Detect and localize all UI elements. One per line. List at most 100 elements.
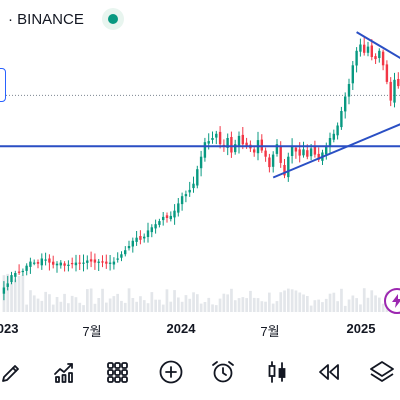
candle-body <box>340 111 343 128</box>
volume-bar <box>40 300 44 312</box>
candle-body <box>162 216 165 221</box>
volume-bar <box>146 303 150 312</box>
volume-bar <box>302 294 305 312</box>
volume-bar <box>161 304 165 312</box>
candle-body <box>234 144 237 153</box>
candle-body <box>40 258 43 266</box>
candle-body <box>70 263 74 265</box>
chart-area[interactable] <box>0 0 400 345</box>
volume-bar <box>256 298 260 312</box>
candle-body <box>359 44 362 52</box>
chart-header: · BINANCE <box>0 6 124 32</box>
volume-bar <box>207 297 211 312</box>
candle-body <box>370 45 373 57</box>
volume-bar <box>116 293 119 312</box>
volume-bar <box>298 292 302 312</box>
candle-body <box>196 169 199 186</box>
candle-body <box>86 260 89 263</box>
volume-bar <box>21 274 25 312</box>
bottom-toolbar <box>0 345 400 400</box>
volume-bar <box>313 300 317 312</box>
volume-bar <box>260 301 264 312</box>
exchange-label[interactable]: · BINANCE <box>8 10 84 28</box>
alarm-icon[interactable] <box>210 359 236 385</box>
indicators-icon[interactable] <box>51 359 77 385</box>
x-axis-label-2025: 2025 <box>346 321 376 336</box>
candle-body <box>33 262 36 264</box>
candle-body <box>89 259 93 262</box>
candle-body <box>143 236 146 239</box>
candle-body <box>211 138 214 140</box>
candle-body <box>29 261 32 267</box>
volume-bar <box>309 305 313 312</box>
market-status-indicator <box>101 8 124 30</box>
candle-body <box>218 131 222 145</box>
candle-body <box>169 215 172 220</box>
candle-body <box>150 227 153 233</box>
layers-icon[interactable] <box>369 359 395 385</box>
candle-body <box>6 283 9 287</box>
candle-body <box>135 237 138 242</box>
volume-bar <box>120 300 123 312</box>
price-chart[interactable] <box>0 0 400 345</box>
volume-bar <box>59 301 63 312</box>
volume-bar <box>127 288 131 312</box>
candle-body <box>381 51 385 66</box>
volume-bar <box>199 303 203 312</box>
candle-body <box>173 210 176 218</box>
volume-bar <box>6 273 10 312</box>
candle-body <box>67 264 70 266</box>
candle-body <box>298 149 301 156</box>
volume-bar <box>347 299 351 312</box>
price-scale-handle[interactable] <box>0 68 6 102</box>
candle-body <box>351 65 354 84</box>
volume-bar <box>180 301 184 312</box>
candle-body <box>241 134 244 145</box>
x-axis-label-jul-2: 7월 <box>260 324 280 339</box>
candle-body <box>44 259 47 261</box>
candle-body <box>165 215 169 218</box>
volume-bar <box>237 298 241 312</box>
grid-icon[interactable] <box>104 359 130 385</box>
candle-body <box>378 50 381 58</box>
candle-body <box>393 79 396 103</box>
candle-body <box>82 262 85 264</box>
volume-bar <box>184 295 188 312</box>
candle-body <box>158 221 161 225</box>
candle-body <box>237 135 241 146</box>
candle-body <box>287 156 290 178</box>
volume-bar <box>306 296 309 312</box>
candle-body <box>290 146 294 156</box>
volume-bar <box>328 293 332 312</box>
volume-bar <box>381 303 385 312</box>
candle-body <box>366 46 370 53</box>
volume-bar <box>188 298 192 312</box>
candle-body <box>25 265 28 271</box>
candle-body <box>253 149 256 153</box>
pen-icon[interactable] <box>0 359 24 385</box>
volume-bar <box>55 297 59 312</box>
volume-bar <box>89 288 93 312</box>
candle-body <box>188 189 191 193</box>
plus-icon[interactable] <box>158 359 184 385</box>
volume-bar <box>218 298 222 312</box>
volume-bar <box>192 292 195 312</box>
volume-bar <box>226 294 229 312</box>
candle-body <box>180 196 184 205</box>
volume-bar <box>13 279 17 312</box>
candle-body <box>385 64 389 82</box>
flash-button[interactable] <box>384 288 400 314</box>
candles-icon[interactable] <box>264 359 290 385</box>
volume-bar <box>362 288 366 312</box>
candle-body <box>355 50 358 66</box>
candle-body <box>127 246 131 249</box>
volume-bar <box>249 290 252 312</box>
rewind-icon[interactable] <box>316 359 342 385</box>
volume-bar <box>17 276 21 312</box>
candle-body <box>317 153 320 160</box>
volume-bar <box>165 289 169 312</box>
candle-body <box>294 147 298 152</box>
candle-body <box>268 157 271 168</box>
volume-bar <box>336 301 339 312</box>
volume-bar <box>86 289 89 312</box>
